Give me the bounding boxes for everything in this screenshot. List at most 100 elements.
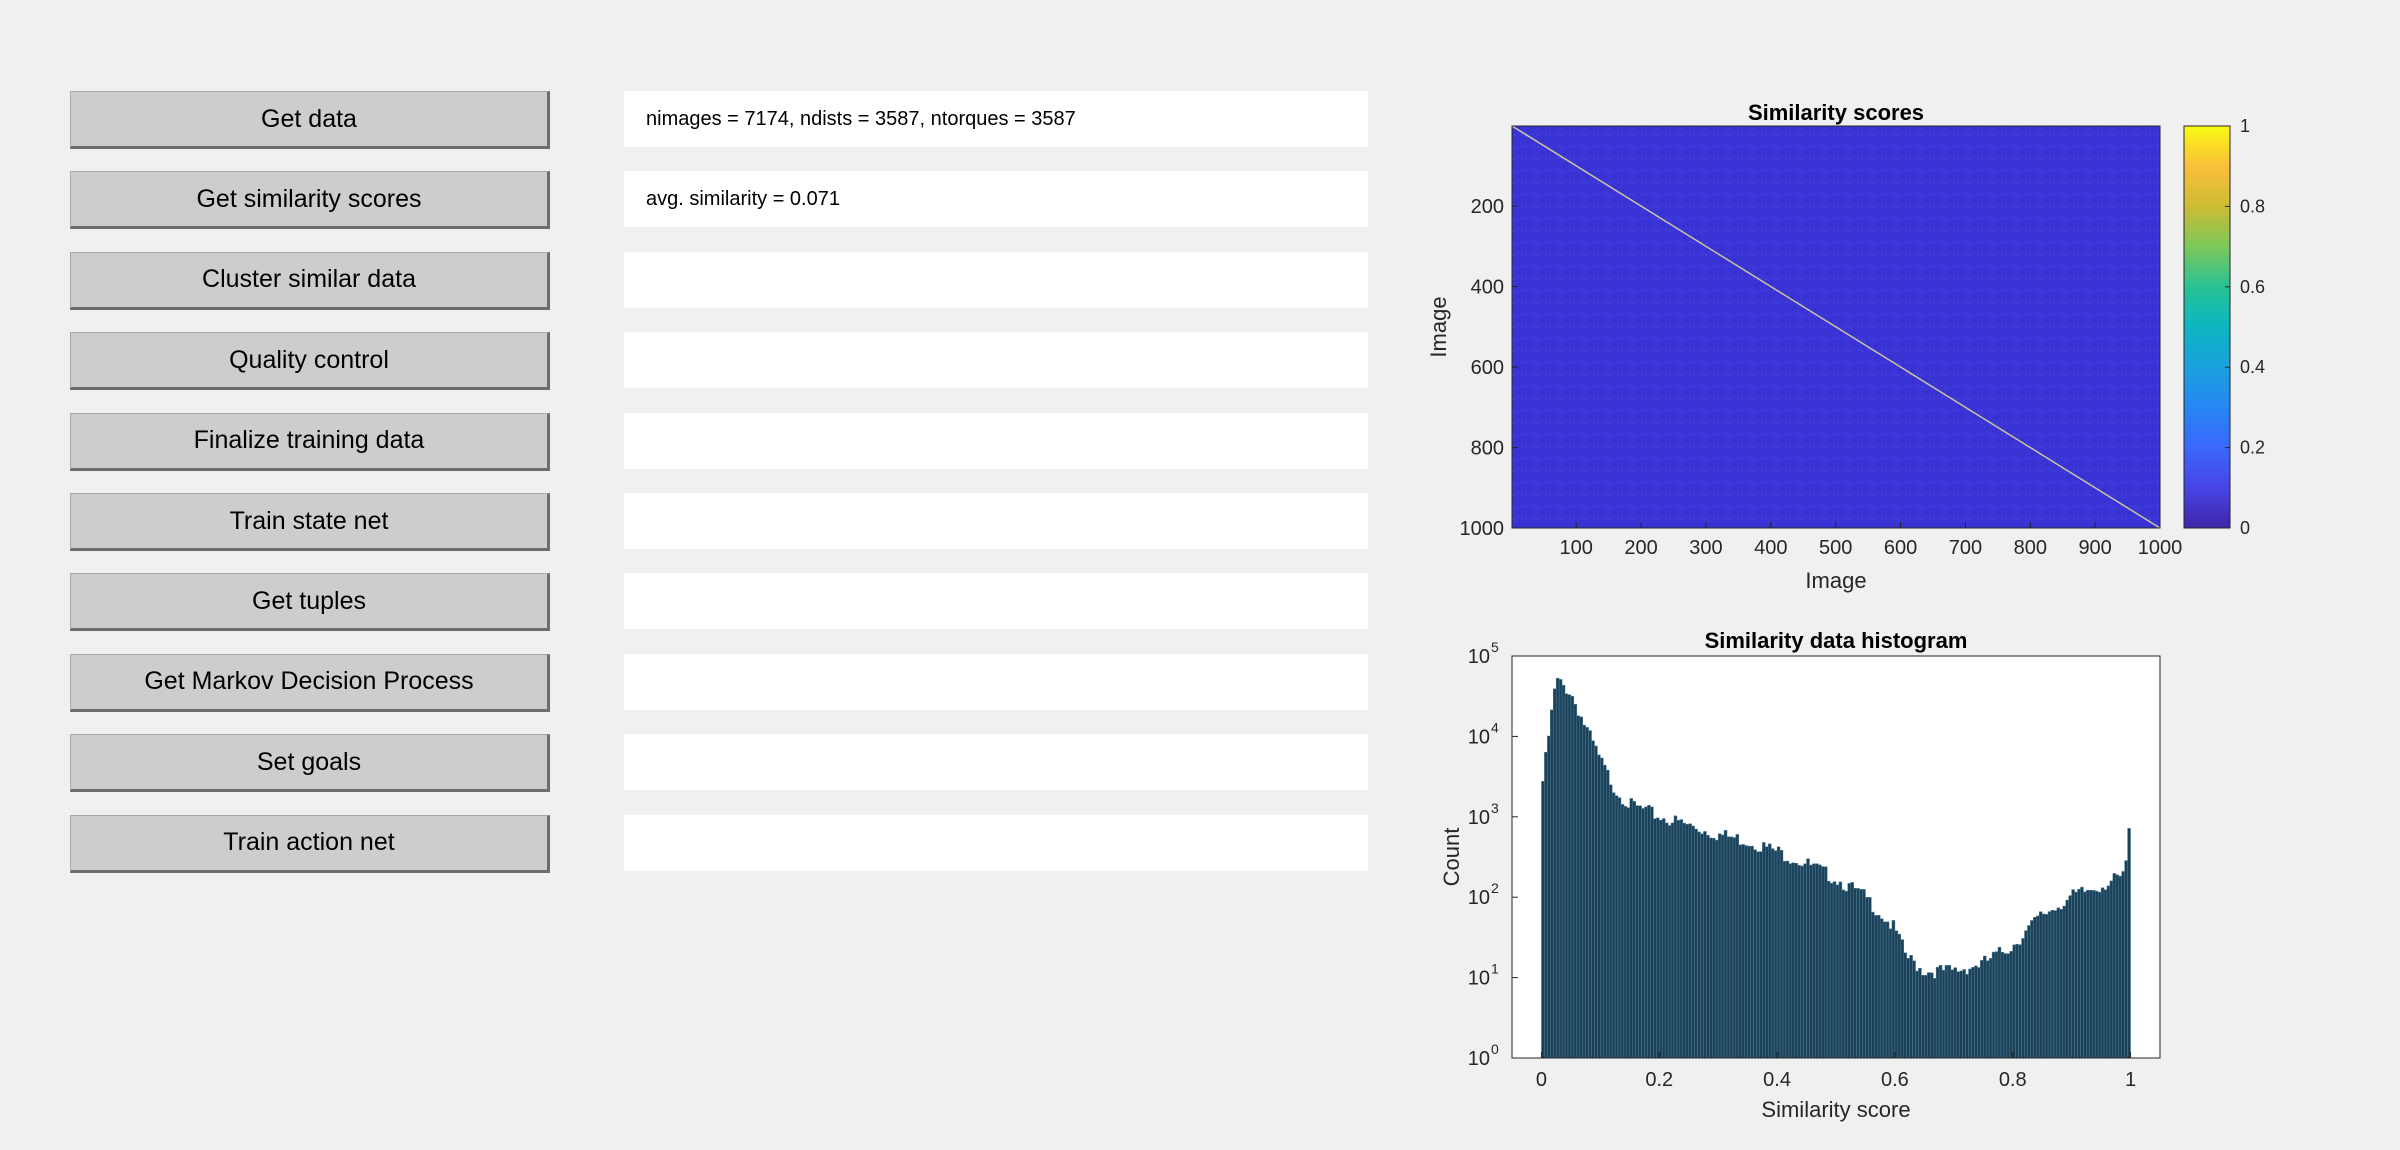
histogram-bar bbox=[1667, 825, 1672, 1059]
histogram-bar bbox=[1611, 792, 1616, 1059]
histogram-bar bbox=[1567, 694, 1572, 1059]
histogram-bar bbox=[1552, 688, 1557, 1059]
histogram-bar bbox=[1735, 834, 1740, 1059]
histogram-bar bbox=[1794, 863, 1798, 1059]
histogram-bar bbox=[1968, 968, 1972, 1059]
button-set-goals[interactable]: Set goals bbox=[70, 734, 550, 793]
colorbar-tick-label: 0.2 bbox=[2240, 438, 2265, 458]
histogram-bar bbox=[1656, 817, 1660, 1059]
histogram-bar bbox=[1747, 845, 1751, 1059]
histogram-bar bbox=[1818, 864, 1822, 1059]
histogram-bar bbox=[1859, 888, 1863, 1059]
histogram-bar bbox=[2100, 887, 2105, 1059]
histogram-bar bbox=[1959, 970, 1963, 1059]
histogram-bar bbox=[1776, 846, 1781, 1059]
histogram-title: Similarity data histogram bbox=[1705, 628, 1968, 653]
histogram-bar bbox=[1871, 911, 1875, 1059]
button-get-data[interactable]: Get data bbox=[70, 91, 550, 149]
heatmap-xtick-label: 400 bbox=[1754, 537, 1787, 559]
histogram-bar bbox=[1582, 724, 1586, 1059]
histogram-bar bbox=[1709, 837, 1713, 1059]
button-train-state-net[interactable]: Train state net bbox=[70, 493, 550, 551]
colorbar-tick-label: 0.6 bbox=[2240, 277, 2265, 297]
histogram-bar bbox=[2021, 938, 2025, 1059]
histogram-bar bbox=[2038, 911, 2043, 1059]
histogram-bar bbox=[1547, 735, 1551, 1059]
histogram-bar bbox=[1779, 849, 1784, 1059]
histogram-bar bbox=[1608, 784, 1613, 1059]
status-field-2: avg. similarity = 0.071 bbox=[624, 171, 1368, 228]
histogram-bar bbox=[1641, 808, 1645, 1059]
histogram-bar bbox=[1676, 820, 1681, 1059]
histogram-bar bbox=[1832, 881, 1837, 1059]
button-train-action-net[interactable]: Train action net bbox=[70, 814, 550, 873]
button-cluster-similar-data[interactable]: Cluster similar data bbox=[70, 251, 550, 310]
histogram-bar bbox=[1876, 914, 1881, 1059]
histogram-bar bbox=[2094, 890, 2099, 1059]
histogram-bar bbox=[1994, 951, 1999, 1059]
histogram-bar bbox=[1894, 930, 1899, 1059]
histogram-bar bbox=[2053, 910, 2058, 1059]
histogram-bar bbox=[1682, 822, 1687, 1059]
histogram-xtick-label: 0.8 bbox=[1999, 1069, 2027, 1091]
status-field-6 bbox=[624, 493, 1368, 549]
histogram-bar bbox=[2041, 913, 2046, 1059]
status-field-4 bbox=[624, 332, 1368, 389]
histogram-bar bbox=[1826, 880, 1831, 1059]
heatmap-ylabel: Image bbox=[1426, 296, 1451, 357]
histogram-bar bbox=[2103, 889, 2108, 1059]
histogram-bar bbox=[1921, 975, 1925, 1059]
histogram-bar bbox=[2109, 880, 2114, 1059]
histogram-bar bbox=[2030, 920, 2034, 1059]
histogram-bar bbox=[1694, 828, 1698, 1059]
colorbar-tick-label: 0.4 bbox=[2240, 357, 2265, 377]
histogram-bar bbox=[2077, 888, 2081, 1059]
histogram-bar bbox=[2027, 925, 2031, 1059]
histogram-bar bbox=[1650, 806, 1654, 1059]
histogram-bar bbox=[2071, 889, 2075, 1059]
histogram-bar bbox=[1603, 764, 1607, 1059]
histogram-bar bbox=[1576, 715, 1580, 1059]
button-get-tuples[interactable]: Get tuples bbox=[70, 573, 550, 632]
histogram-bar bbox=[2015, 944, 2019, 1059]
histogram-bar bbox=[1965, 974, 1969, 1059]
histogram-bar bbox=[1915, 970, 1919, 1059]
heatmap-ytick-label: 200 bbox=[1471, 196, 1504, 218]
status-field-1: nimages = 7174, ndists = 3587, ntorques … bbox=[624, 91, 1368, 147]
histogram-bar bbox=[1717, 833, 1722, 1059]
histogram-bar bbox=[2024, 930, 2028, 1059]
heatmap-xtick-label: 500 bbox=[1819, 537, 1852, 559]
histogram-xtick-label: 0.4 bbox=[1763, 1069, 1791, 1091]
histogram-bar bbox=[1685, 823, 1689, 1059]
histogram-ytick-base: 10 bbox=[1468, 968, 1490, 990]
histogram-bar bbox=[1927, 972, 1931, 1059]
histogram-bar bbox=[2012, 944, 2016, 1059]
button-finalize-training-data[interactable]: Finalize training data bbox=[70, 412, 550, 471]
histogram-bar bbox=[1697, 831, 1701, 1059]
histogram-ytick-exponent: 0 bbox=[1491, 1041, 1499, 1057]
histogram-bar bbox=[1723, 830, 1728, 1059]
histogram-bar bbox=[2083, 891, 2087, 1059]
colorbar-tick-label: 0 bbox=[2240, 518, 2250, 538]
histogram-bar bbox=[1906, 957, 1910, 1059]
histogram-bar bbox=[1620, 804, 1625, 1059]
heatmap-ytick-label: 600 bbox=[1471, 357, 1504, 379]
histogram-ytick-base: 10 bbox=[1468, 887, 1490, 909]
histogram-bar bbox=[1800, 865, 1804, 1059]
histogram-xtick-label: 1 bbox=[2125, 1069, 2136, 1091]
histogram-bar bbox=[1797, 865, 1801, 1059]
histogram-bar bbox=[1720, 834, 1725, 1059]
histogram-bar bbox=[2127, 828, 2131, 1059]
button-quality-control[interactable]: Quality control bbox=[70, 332, 550, 391]
histogram-bar bbox=[1606, 769, 1610, 1059]
histogram-bar bbox=[1950, 969, 1955, 1059]
histogram-bar bbox=[2018, 944, 2022, 1059]
button-get-similarity-scores[interactable]: Get similarity scores bbox=[70, 171, 550, 230]
status-field-10 bbox=[624, 814, 1368, 871]
histogram-bar bbox=[1930, 972, 1934, 1059]
histogram-bar bbox=[1753, 849, 1757, 1059]
histogram-bar bbox=[2106, 885, 2111, 1059]
histogram-bar bbox=[2080, 886, 2084, 1059]
histogram-bar bbox=[1988, 958, 1993, 1059]
button-get-markov-decision-process[interactable]: Get Markov Decision Process bbox=[70, 653, 550, 712]
